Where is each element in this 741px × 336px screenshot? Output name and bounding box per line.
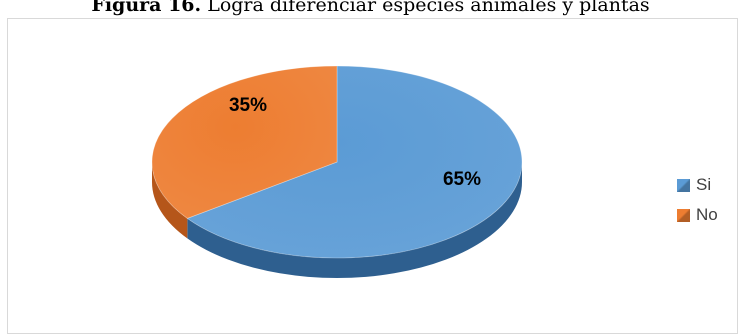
- legend-swatch-si: [677, 178, 690, 192]
- legend-swatch-no: [677, 208, 690, 222]
- figure-caption: Figura 16. Logra diferenciar especies an…: [0, 0, 741, 16]
- pie-slice-no: [151, 65, 338, 219]
- legend-item-si: Si: [677, 170, 718, 200]
- figure-caption-text: Logra diferenciar especies animales y pl…: [201, 0, 650, 16]
- pie-side-no: [152, 162, 188, 239]
- legend-label-si: Si: [696, 175, 712, 194]
- pie-side-si: [187, 162, 523, 279]
- data-label-no: 35%: [229, 95, 267, 116]
- legend: Si No: [677, 170, 718, 230]
- legend-label-no: No: [696, 205, 718, 224]
- legend-item-no: No: [677, 200, 718, 230]
- figure-caption-lead: Figura 16.: [91, 0, 202, 16]
- data-label-si: 65%: [443, 169, 481, 190]
- pie-slice-si: [186, 65, 523, 259]
